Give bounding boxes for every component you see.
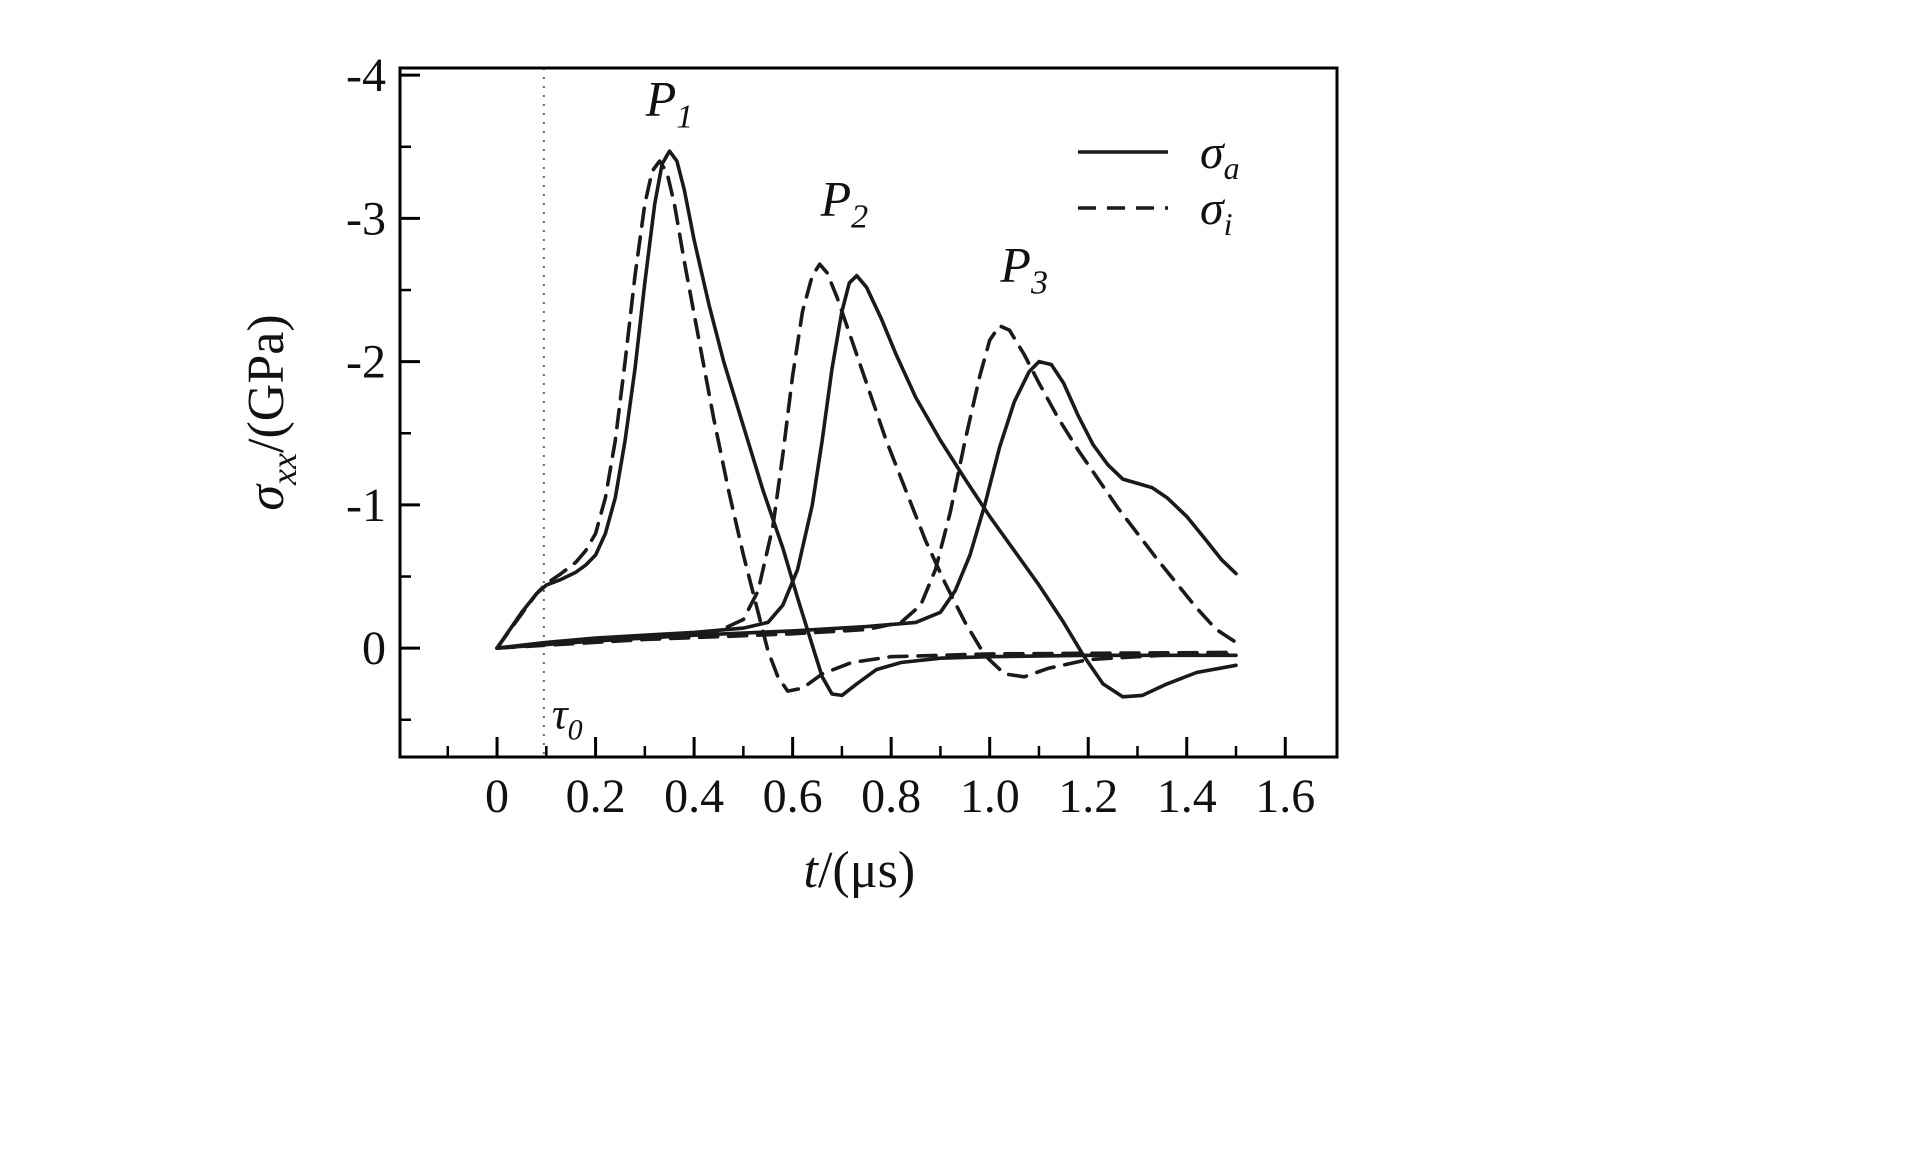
x-tick-label: 1.6 [1255, 770, 1315, 823]
series-sigma-a-P2 [495, 273, 1238, 699]
x-axis-title: t/(μs) [804, 842, 916, 899]
x-tick-label: 0 [485, 770, 509, 823]
y-tick-label: -4 [346, 49, 386, 102]
x-tick-label: 1.0 [960, 770, 1020, 823]
y-tick-label: -3 [346, 192, 386, 245]
legend-label-a: σa [1200, 126, 1240, 186]
x-tick-label: 0.8 [861, 770, 921, 823]
peak-label-P3: P3 [999, 236, 1048, 301]
x-tick-label: 0.6 [763, 770, 823, 823]
plot-frame [398, 66, 1339, 759]
legend-label-i: σi [1200, 182, 1233, 242]
series-sigma-i-P1 [495, 159, 1238, 693]
series-sigma-i-P2 [495, 262, 1238, 679]
x-tick-label: 1.4 [1157, 770, 1217, 823]
y-axis-title: σxx/(GPa) [238, 314, 304, 510]
x-tick-label: 0.4 [664, 770, 724, 823]
tau0-label: τ0 [552, 689, 583, 746]
series-sigma-a-P1 [495, 149, 1238, 698]
x-tick-label: 0.2 [566, 770, 626, 823]
y-tick-label: -1 [346, 479, 386, 532]
series-sigma-i-P3 [495, 323, 1238, 650]
y-tick-label: -2 [346, 336, 386, 389]
y-tick-label: 0 [362, 622, 386, 675]
x-tick-label: 1.2 [1058, 770, 1118, 823]
peak-label-P1: P1 [645, 70, 694, 135]
series-sigma-a-P3 [495, 359, 1238, 650]
peak-label-P2: P2 [820, 171, 869, 236]
